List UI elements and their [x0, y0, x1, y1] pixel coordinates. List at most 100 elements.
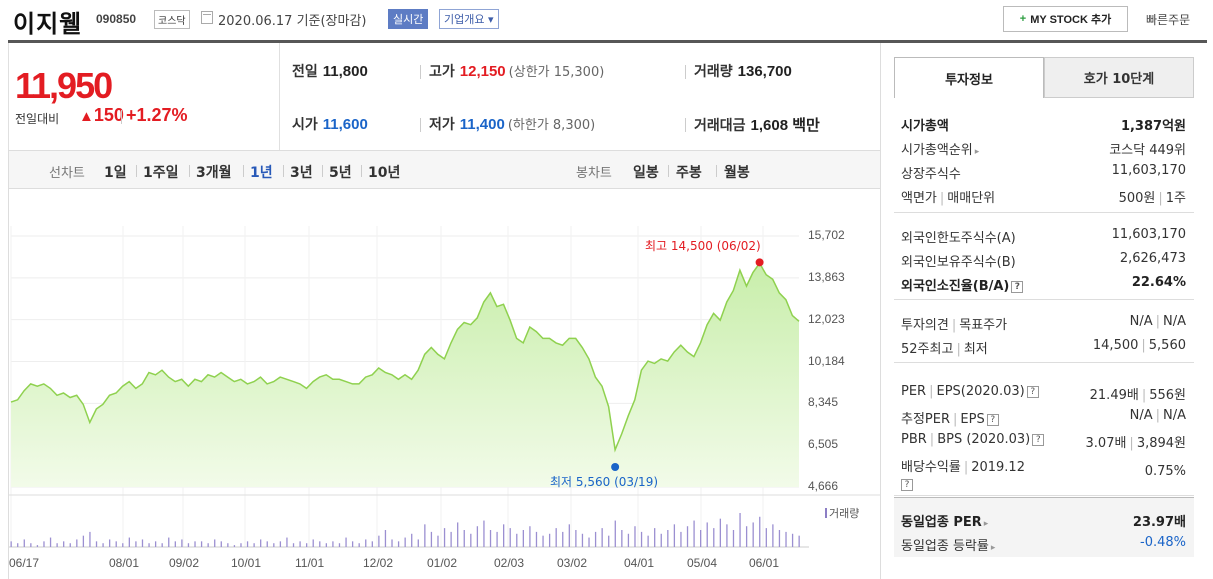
- volume-bar: [168, 537, 170, 547]
- volume-bar: [667, 530, 669, 547]
- volume-bar: [273, 543, 275, 547]
- tab-investment-info[interactable]: 투자정보: [894, 57, 1044, 98]
- company-info-dropdown[interactable]: 기업개요 ▾: [439, 9, 499, 29]
- volume-bar: [371, 541, 373, 547]
- price-line: [10, 261, 800, 453]
- row-value: N/A: [1129, 408, 1153, 423]
- volume-bar: [200, 541, 203, 547]
- chevron-right-icon[interactable]: ▸: [990, 543, 996, 553]
- divider: [136, 165, 137, 177]
- current-price: 11,950: [15, 65, 113, 106]
- volume-bar: [496, 531, 498, 547]
- row-value: 22.64%: [1131, 275, 1186, 290]
- volume-bar: [614, 520, 616, 547]
- realtime-button[interactable]: 실시간: [388, 9, 429, 29]
- row-label: 추정PER: [901, 412, 951, 427]
- volume-bar: [483, 520, 485, 547]
- row-value: 3.07배: [1085, 436, 1127, 451]
- row-value: 14,500: [1092, 338, 1139, 353]
- volume-bar: [109, 539, 111, 547]
- tab-3m[interactable]: 3개월: [196, 165, 232, 181]
- add-my-stock-button[interactable]: + MY STOCK 추가: [1003, 6, 1128, 32]
- row-52w: 52주최고 | 최저 14,500 | 5,560: [901, 338, 1186, 357]
- row-listed-shares: 상장주식수 11,603,170: [894, 160, 1194, 182]
- help-icon[interactable]: ?: [1032, 434, 1045, 446]
- x-tick-label: 10/01: [231, 556, 262, 570]
- volume-bar: [411, 533, 413, 547]
- volume-bar: [627, 533, 630, 547]
- volume-bar: [214, 539, 216, 547]
- row-industry-per: 동일업종 PER ▸ 23.97배: [894, 508, 1194, 530]
- volume-bar: [463, 530, 465, 547]
- x-tick-label: 09/02: [169, 556, 200, 570]
- chevron-right-icon[interactable]: ▸: [974, 147, 980, 157]
- volume-bar: [798, 535, 800, 547]
- help-icon[interactable]: ?: [986, 414, 999, 426]
- volume-bar: [332, 541, 334, 547]
- line-chart-label: 선차트: [49, 166, 85, 181]
- volume-bar: [95, 541, 98, 547]
- volume-bar: [713, 528, 715, 547]
- tab-daily[interactable]: 일봉: [633, 165, 659, 181]
- help-icon[interactable]: ?: [1011, 281, 1024, 293]
- stat-value: 1,608 백만: [750, 117, 820, 134]
- volume-bar: [260, 539, 262, 547]
- volume-bar: [450, 531, 452, 547]
- tab-1y[interactable]: 1년: [250, 165, 273, 181]
- volume-bar: [634, 526, 636, 547]
- volume-bar: [76, 539, 78, 547]
- row-foreign-limit: 외국인한도주식수(A) 11,603,170: [894, 224, 1194, 246]
- volume-bar: [246, 541, 249, 547]
- market-badge: 코스닥: [154, 10, 190, 29]
- chart-period-tabs: 선차트 1일 1주일 3개월 1년 3년 5년 10년 봉차트 일봉 주봉 월봉: [8, 150, 880, 189]
- stat-value: 12,150: [459, 63, 506, 80]
- volume-bar: [63, 541, 65, 547]
- volume-bar: [680, 531, 682, 547]
- volume-bar: [503, 524, 505, 547]
- volume-bar: [30, 543, 32, 547]
- volume-bar: [148, 543, 150, 547]
- row-pbr: PBR | BPS (2020.03)? 3.07배 | 3,894원: [901, 432, 1186, 451]
- row-label: 시가총액: [901, 119, 949, 134]
- row-value: 2,626,473: [1119, 251, 1186, 266]
- foreign-section: 외국인한도주식수(A) 11,603,170 외국인보유주식수(B) 2,626…: [894, 214, 1194, 300]
- volume-bar: [286, 537, 288, 547]
- row-label: 52주최고: [901, 342, 954, 357]
- add-my-stock-label: MY STOCK 추가: [1030, 14, 1112, 26]
- tab-5y[interactable]: 5년: [329, 165, 352, 181]
- tab-10y[interactable]: 10년: [368, 165, 401, 181]
- volume-bar: [739, 513, 741, 547]
- divider: [685, 118, 686, 132]
- high-marker: [755, 258, 764, 267]
- x-tick-label: 01/02: [427, 556, 458, 570]
- volume-bar: [470, 533, 472, 547]
- tab-1d[interactable]: 1일: [104, 165, 127, 181]
- y-tick-label: 15,702: [808, 228, 845, 242]
- tab-orderbook[interactable]: 호가 10단계: [1044, 57, 1194, 98]
- quick-order-link[interactable]: 빠른주문: [1146, 13, 1191, 27]
- row-value: 3,894원: [1136, 436, 1186, 451]
- volume-bar: [89, 531, 91, 547]
- volume-bar: [529, 526, 531, 547]
- x-tick-label: 11/01: [295, 556, 325, 570]
- change-label: 전일대비: [15, 112, 60, 126]
- tab-weekly[interactable]: 주봉: [676, 165, 702, 181]
- help-icon[interactable]: ?: [1026, 386, 1039, 398]
- volume-bar: [759, 516, 761, 547]
- tab-monthly[interactable]: 월봉: [724, 165, 750, 181]
- panel-divider: [880, 43, 881, 579]
- plus-icon: +: [1019, 13, 1027, 25]
- chevron-right-icon[interactable]: ▸: [983, 519, 989, 529]
- calendar-icon: [201, 11, 213, 24]
- tab-3y[interactable]: 3년: [290, 165, 313, 181]
- volume-bar: [476, 526, 479, 547]
- volume-bar: [253, 543, 255, 547]
- volume-bar: [358, 543, 360, 547]
- row-value: N/A: [1163, 408, 1186, 423]
- y-tick-label: 4,666: [808, 479, 839, 493]
- row-value: 11,603,170: [1111, 227, 1186, 242]
- divider: [361, 165, 362, 177]
- help-icon[interactable]: ?: [901, 479, 913, 491]
- stock-chart[interactable]: 15,702 13,863 12,023 10,184 8,345 6,505 4,666 …: [8, 189, 881, 579]
- tab-1w[interactable]: 1주일: [143, 165, 179, 181]
